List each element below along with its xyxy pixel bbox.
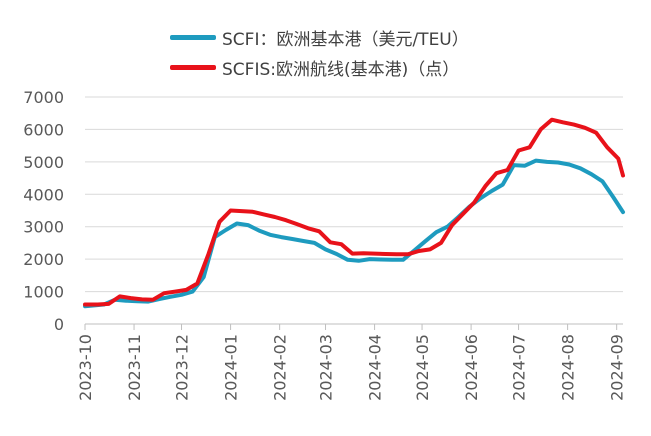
- legend-item-scfi: SCFI：欧洲基本港（美元/TEU）: [170, 22, 469, 52]
- x-tick-label-2: 2023-12: [173, 334, 192, 401]
- x-tick-label-1: 2023-11: [125, 334, 144, 401]
- y-tick-label-4: 4000: [23, 185, 64, 204]
- legend-label-scfi: SCFI：欧洲基本港（美元/TEU）: [222, 29, 469, 50]
- legend: SCFI：欧洲基本港（美元/TEU） SCFIS:欧洲航线(基本港)（点）: [170, 22, 469, 82]
- legend-swatch-scfis: [170, 64, 216, 70]
- y-tick-label-0: 0: [54, 315, 64, 334]
- x-tick-label-11: 2024-09: [608, 334, 627, 401]
- x-tick-label-10: 2024-08: [559, 334, 578, 401]
- x-tick-label-0: 2023-10: [76, 334, 95, 401]
- x-tick-label-5: 2024-03: [317, 334, 336, 401]
- y-tick-label-2: 2000: [23, 250, 64, 269]
- y-tick-label-6: 6000: [23, 120, 64, 139]
- x-tick-label-3: 2024-01: [222, 334, 241, 401]
- y-tick-label-5: 5000: [23, 153, 64, 172]
- legend-swatch-scfi: [170, 34, 216, 40]
- series-line-scfis: [83, 117, 625, 307]
- x-tick-label-9: 2024-07: [510, 334, 529, 401]
- legend-item-scfis: SCFIS:欧洲航线(基本港)（点）: [170, 52, 469, 82]
- y-tick-label-3: 3000: [23, 218, 64, 237]
- series-line-scfi: [83, 158, 625, 309]
- x-tick-label-7: 2024-05: [413, 334, 432, 401]
- x-tick-label-6: 2024-04: [366, 334, 385, 401]
- y-tick-label-1: 1000: [23, 283, 64, 302]
- x-tick-label-4: 2024-02: [271, 334, 290, 401]
- y-tick-label-7: 7000: [23, 88, 64, 107]
- legend-label-scfis: SCFIS:欧洲航线(基本港)（点）: [222, 59, 460, 80]
- x-tick-label-8: 2024-06: [462, 334, 481, 401]
